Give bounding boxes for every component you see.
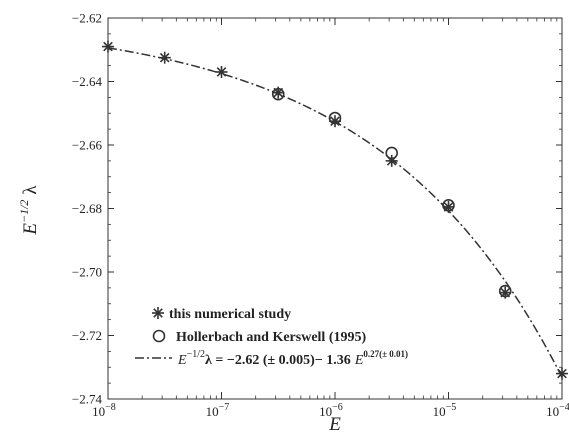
asterisk-stroke — [443, 202, 454, 212]
y-tick-label: −2.74 — [72, 392, 103, 407]
x-tick-label-exponent: −8 — [105, 402, 116, 413]
numerical-point — [442, 200, 455, 213]
x-tick-label-base: 10 — [546, 404, 559, 419]
asterisk-stroke — [153, 308, 163, 318]
numerical-point — [215, 65, 228, 78]
x-tick-label-base: 10 — [433, 404, 446, 419]
x-tick-label: 10−7 — [206, 402, 230, 419]
legend-label-numerical: this numerical study — [169, 307, 291, 322]
numerical-point — [499, 286, 512, 299]
series-numerical-markers — [102, 40, 568, 380]
asterisk-stroke — [500, 287, 511, 298]
asterisk-stroke — [386, 156, 397, 166]
x-tick-label-base: 10 — [206, 404, 219, 419]
x-tick-label: 10−8 — [92, 402, 116, 419]
x-tick-label-exponent: −4 — [559, 402, 569, 413]
numerical-point — [158, 51, 171, 64]
legend-circle-marker — [152, 329, 166, 343]
y-tick-label: −2.70 — [72, 265, 102, 280]
numerical-point — [272, 86, 285, 99]
fit-rhs-base: E — [354, 353, 364, 368]
y-tick-label: −2.68 — [72, 201, 102, 216]
x-tick-label: 10−6 — [319, 402, 343, 419]
numerical-point — [556, 367, 568, 380]
x-tick-label: 10−4 — [546, 402, 569, 419]
legend-asterisk — [152, 307, 164, 319]
fit-lhs-exp: −1/2 — [187, 349, 205, 360]
asterisk-stroke — [557, 368, 567, 379]
x-tick-label: 10−5 — [433, 402, 457, 419]
asterisk-stroke — [103, 41, 113, 52]
x-tick-label-exponent: −6 — [332, 402, 343, 413]
numerical-point — [385, 154, 398, 167]
y-tick-label: −2.66 — [72, 138, 103, 153]
y-tick-label: −2.62 — [72, 11, 102, 26]
asterisk-stroke — [330, 116, 340, 126]
x-tick-label-exponent: −7 — [219, 402, 230, 413]
legend-label-hollerbach: Hollerbach and Kerswell (1995) — [176, 330, 366, 345]
y-axis-title-symbol: λ — [20, 185, 41, 195]
y-axis-title-base: E — [20, 223, 41, 236]
x-axis-title: E — [328, 414, 341, 435]
legend-asterisk-marker — [152, 307, 164, 319]
ticks — [107, 17, 563, 400]
x-tick-label-base: 10 — [319, 404, 332, 419]
fit-lhs-base: E — [177, 353, 187, 368]
y-tick-label: −2.72 — [72, 328, 102, 343]
asterisk-stroke — [273, 87, 284, 98]
fit-line — [107, 47, 563, 378]
y-axis-title: E−1/2 λ — [17, 185, 41, 236]
legend: this numerical study Hollerbach and Kers… — [135, 307, 408, 368]
y-axis-title-exponent: −1/2 — [17, 200, 31, 223]
numerical-point — [329, 115, 341, 128]
fit-mid: λ = −2.62 (± 0.005)− 1.36 — [205, 353, 351, 368]
x-tick-label-base: 10 — [92, 404, 105, 419]
asterisk-stroke — [159, 52, 170, 63]
asterisk-stroke — [216, 67, 227, 77]
fit-rhs-exp: 0.27(± 0.01) — [363, 349, 408, 359]
series-hollerbach-markers — [271, 87, 512, 298]
numerical-point — [102, 40, 114, 53]
legend-label-fit: E−1/2λ = −2.62 (± 0.005)− 1.36 E0.27(± 0.… — [177, 349, 408, 368]
x-tick-label-exponent: −5 — [446, 402, 457, 413]
y-tick-label: −2.64 — [72, 74, 103, 89]
